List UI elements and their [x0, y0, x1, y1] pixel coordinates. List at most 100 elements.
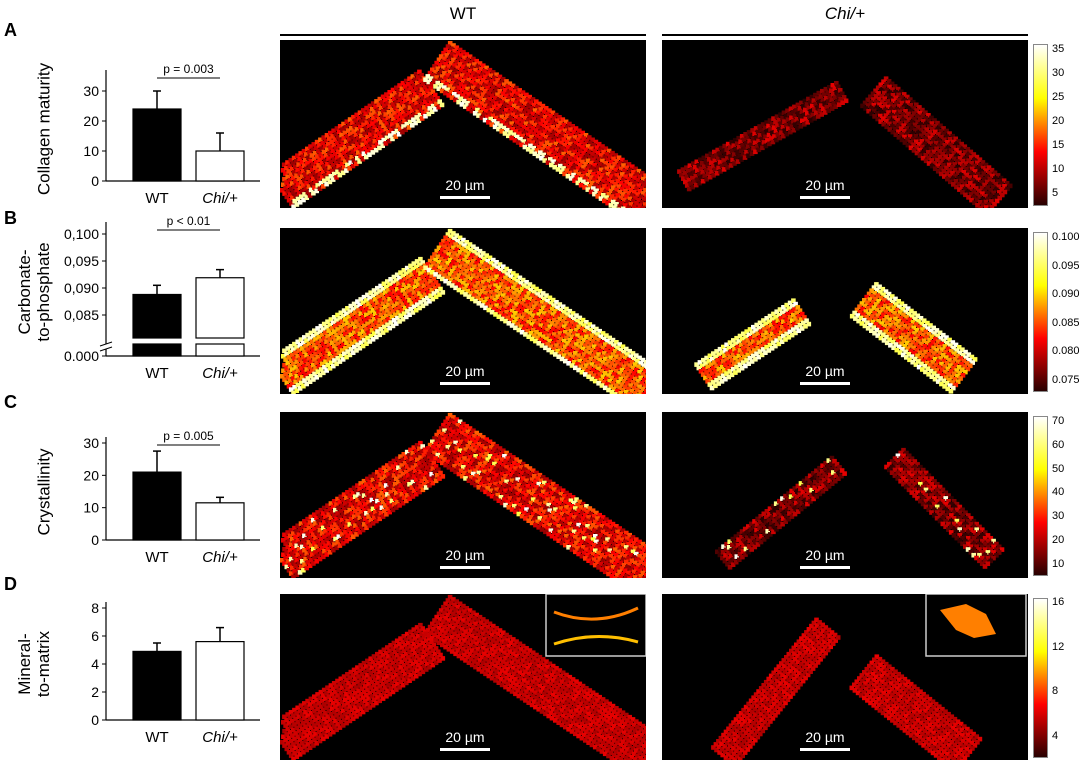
map-pixel — [516, 97, 521, 102]
map-pixel — [504, 266, 509, 272]
map-pixel — [620, 528, 626, 533]
map-pixel — [478, 452, 484, 458]
map-pixel — [409, 108, 415, 114]
map-pixel — [317, 143, 322, 148]
map-pixel — [877, 284, 882, 290]
map-pixel — [384, 512, 389, 517]
map-pixel — [918, 356, 923, 361]
map-pixel — [577, 358, 582, 364]
map-pixel — [367, 508, 372, 514]
map-pixel — [510, 98, 516, 103]
map-pixel — [605, 537, 610, 542]
map-pixel — [558, 535, 564, 540]
map-pixel — [406, 96, 411, 101]
map-pixel — [448, 277, 454, 283]
map-pixel — [560, 117, 566, 122]
map-pixel — [911, 345, 916, 351]
map-pixel — [298, 351, 304, 357]
map-pixel — [915, 333, 920, 339]
map-pixel — [554, 118, 560, 123]
map-pixel — [953, 362, 959, 368]
map-pixel — [447, 84, 453, 89]
map-pixel — [941, 338, 947, 344]
map-pixel — [878, 113, 883, 119]
panel-letter-c: C — [4, 392, 17, 412]
map-pixel — [868, 100, 874, 105]
map-pixel — [574, 313, 579, 318]
map-pixel — [877, 330, 883, 335]
map-pixel — [581, 550, 587, 556]
map-pixel — [326, 141, 331, 147]
map-pixel — [626, 386, 631, 392]
map-pixel — [607, 534, 612, 539]
map-pixel — [600, 331, 606, 336]
map-pixel — [517, 131, 522, 136]
map-pixel — [411, 445, 417, 450]
map-pixel — [487, 439, 493, 445]
map-pixel — [964, 355, 969, 361]
map-pixel — [498, 466, 504, 471]
map-pixel — [352, 152, 358, 158]
map-pixel — [514, 85, 519, 91]
map-pixel — [616, 184, 622, 189]
map-pixel — [938, 376, 943, 381]
map-pixel — [364, 120, 370, 125]
map-pixel — [586, 164, 592, 169]
map-pixel — [469, 282, 475, 287]
map-pixel — [902, 97, 907, 103]
map-pixel — [427, 468, 432, 474]
map-pixel — [741, 137, 747, 143]
y-tick-label: 30 — [83, 435, 99, 451]
map-pixel — [347, 309, 352, 314]
map-pixel — [891, 325, 896, 330]
map-pixel — [417, 291, 422, 296]
map-pixel — [292, 198, 297, 204]
map-pixel — [942, 364, 947, 369]
map-pixel — [567, 337, 573, 343]
map-pixel — [573, 549, 578, 555]
map-pixel — [904, 355, 909, 360]
map-pixel — [581, 536, 587, 541]
map-pixel — [416, 296, 421, 302]
map-pixel — [550, 153, 555, 159]
map-pixel — [903, 109, 908, 114]
map-pixel — [523, 501, 528, 507]
map-pixel — [352, 528, 357, 534]
map-pixel — [398, 120, 404, 126]
map-pixel — [590, 338, 596, 344]
map-pixel — [551, 516, 557, 521]
map-pixel — [371, 115, 376, 121]
map-pixel — [455, 422, 461, 428]
map-pixel — [707, 166, 712, 171]
map-pixel — [607, 168, 613, 174]
map-pixel — [286, 183, 292, 189]
map-pixel — [367, 324, 372, 330]
map-pixel — [879, 99, 885, 104]
map-pixel — [396, 103, 401, 108]
map-pixel — [488, 473, 494, 479]
map-pixel — [888, 303, 893, 308]
map-pixel — [775, 123, 780, 128]
map-pixel — [350, 321, 356, 327]
map-pixel — [374, 504, 379, 509]
map-pixel — [554, 147, 560, 152]
map-pixel — [546, 151, 552, 157]
map-pixel — [979, 185, 985, 191]
map-pixel — [301, 539, 306, 544]
map-pixel — [320, 327, 326, 332]
map-pixel — [915, 119, 920, 125]
map-pixel — [511, 271, 516, 276]
map-pixel — [885, 320, 890, 326]
map-pixel — [490, 113, 496, 118]
bar — [195, 150, 245, 182]
map-pixel — [521, 110, 527, 115]
map-pixel — [399, 492, 405, 497]
map-pixel — [307, 178, 313, 184]
map-pixel — [559, 155, 564, 160]
map-pixel — [370, 150, 376, 155]
map-pixel — [384, 92, 389, 97]
map-pixel — [453, 271, 458, 276]
map-pixel — [767, 118, 773, 123]
map-pixel — [355, 121, 361, 127]
map-pixel — [920, 367, 925, 372]
